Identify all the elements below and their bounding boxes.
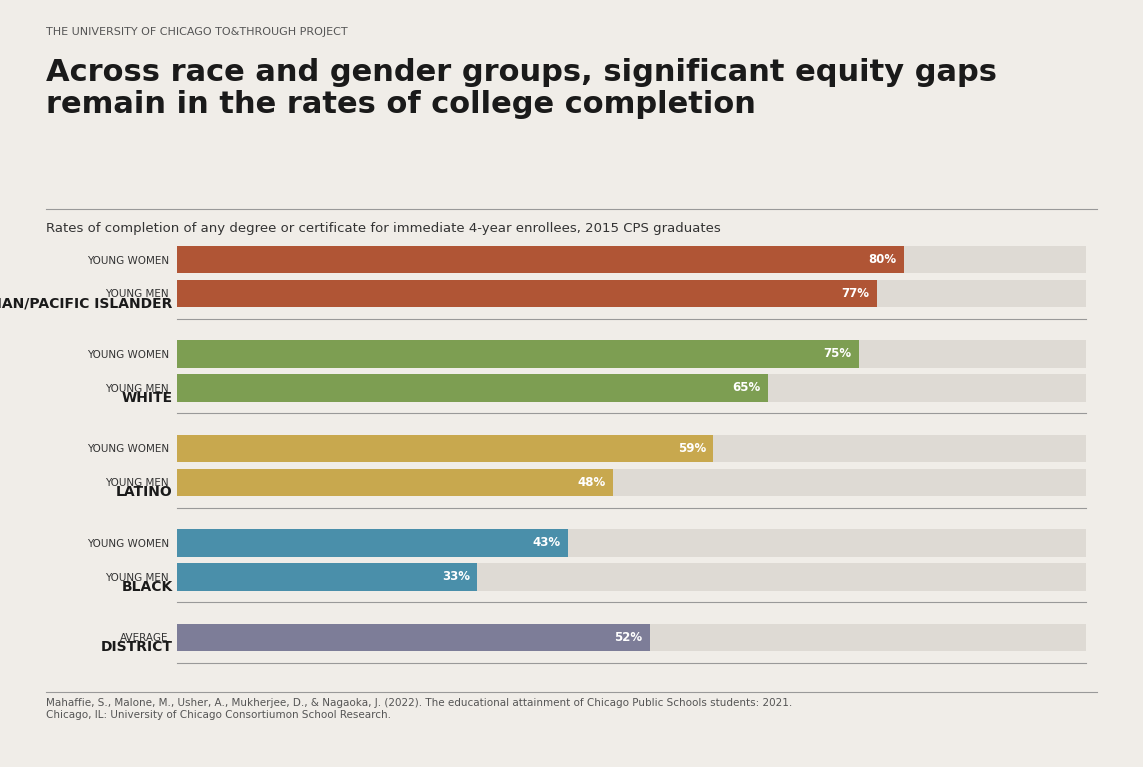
Text: DISTRICT: DISTRICT	[101, 640, 173, 654]
Bar	[177, 563, 1086, 591]
Bar	[177, 435, 1086, 463]
Text: Across race and gender groups, significant equity gaps
remain in the rates of co: Across race and gender groups, significa…	[46, 58, 997, 119]
Bar	[177, 435, 713, 463]
Text: 48%: 48%	[578, 476, 606, 489]
Text: ASIAN/PACIFIC ISLANDER: ASIAN/PACIFIC ISLANDER	[0, 297, 173, 311]
Bar	[177, 624, 649, 651]
Bar	[177, 245, 1086, 273]
Bar	[177, 563, 477, 591]
Text: 43%: 43%	[533, 536, 560, 549]
Bar	[177, 469, 1086, 496]
Text: 33%: 33%	[441, 571, 470, 584]
Bar	[177, 469, 614, 496]
Text: 80%: 80%	[869, 253, 897, 266]
Text: 77%: 77%	[841, 287, 870, 300]
Bar	[177, 280, 1086, 308]
Bar	[177, 529, 568, 557]
Text: THE UNIVERSITY OF CHICAGO TO&THROUGH PROJECT: THE UNIVERSITY OF CHICAGO TO&THROUGH PRO…	[46, 27, 347, 37]
Text: 59%: 59%	[678, 442, 706, 455]
Bar	[177, 245, 904, 273]
Bar	[177, 374, 1086, 402]
Text: BLACK: BLACK	[121, 580, 173, 594]
Text: WHITE: WHITE	[121, 391, 173, 405]
Text: 75%: 75%	[823, 347, 852, 360]
Bar	[177, 529, 1086, 557]
Text: 52%: 52%	[614, 631, 642, 644]
Bar	[177, 624, 1086, 651]
Text: Rates of completion of any degree or certificate for immediate 4-year enrollees,: Rates of completion of any degree or cer…	[46, 222, 720, 235]
Bar	[177, 341, 1086, 368]
Text: 65%: 65%	[733, 381, 760, 394]
Text: LATINO: LATINO	[115, 486, 173, 499]
Bar	[177, 280, 877, 308]
Bar	[177, 374, 768, 402]
Text: Mahaffie, S., Malone, M., Usher, A., Mukherjee, D., & Nagaoka, J. (2022). The ed: Mahaffie, S., Malone, M., Usher, A., Muk…	[46, 698, 792, 719]
Bar	[177, 341, 858, 368]
